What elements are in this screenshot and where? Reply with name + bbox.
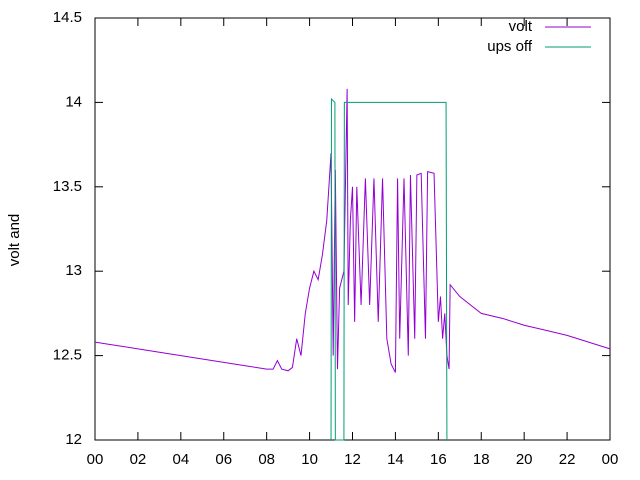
- y-tick-label: 14.5: [53, 9, 82, 26]
- plot-border: [94, 17, 611, 441]
- series-line: [94, 88, 611, 373]
- y-tick-label: 13: [65, 262, 82, 279]
- x-tick-label: 14: [387, 451, 404, 468]
- x-tick-label: 16: [430, 451, 447, 468]
- x-tick-label: 12: [344, 451, 361, 468]
- y-tick-label: 14: [65, 93, 82, 110]
- series-line: [330, 97, 448, 441]
- legend-label: ups off: [487, 38, 533, 55]
- x-tick-label: 08: [258, 451, 275, 468]
- x-tick-label: 06: [215, 451, 232, 468]
- x-tick-label: 22: [559, 451, 576, 468]
- y-axis-label: volt and: [6, 214, 23, 267]
- x-tick-label: 00: [602, 451, 619, 468]
- x-tick-label: 02: [130, 451, 147, 468]
- legend-label: volt: [509, 18, 533, 35]
- y-tick-label: 12: [65, 431, 82, 448]
- y-tick-label: 13.5: [53, 178, 82, 195]
- x-tick-label: 04: [172, 451, 189, 468]
- x-tick-label: 18: [473, 451, 490, 468]
- x-tick-label: 00: [87, 451, 104, 468]
- x-tick-label: 10: [301, 451, 318, 468]
- y-tick-label: 12.5: [53, 347, 82, 364]
- x-tick-label: 20: [516, 451, 533, 468]
